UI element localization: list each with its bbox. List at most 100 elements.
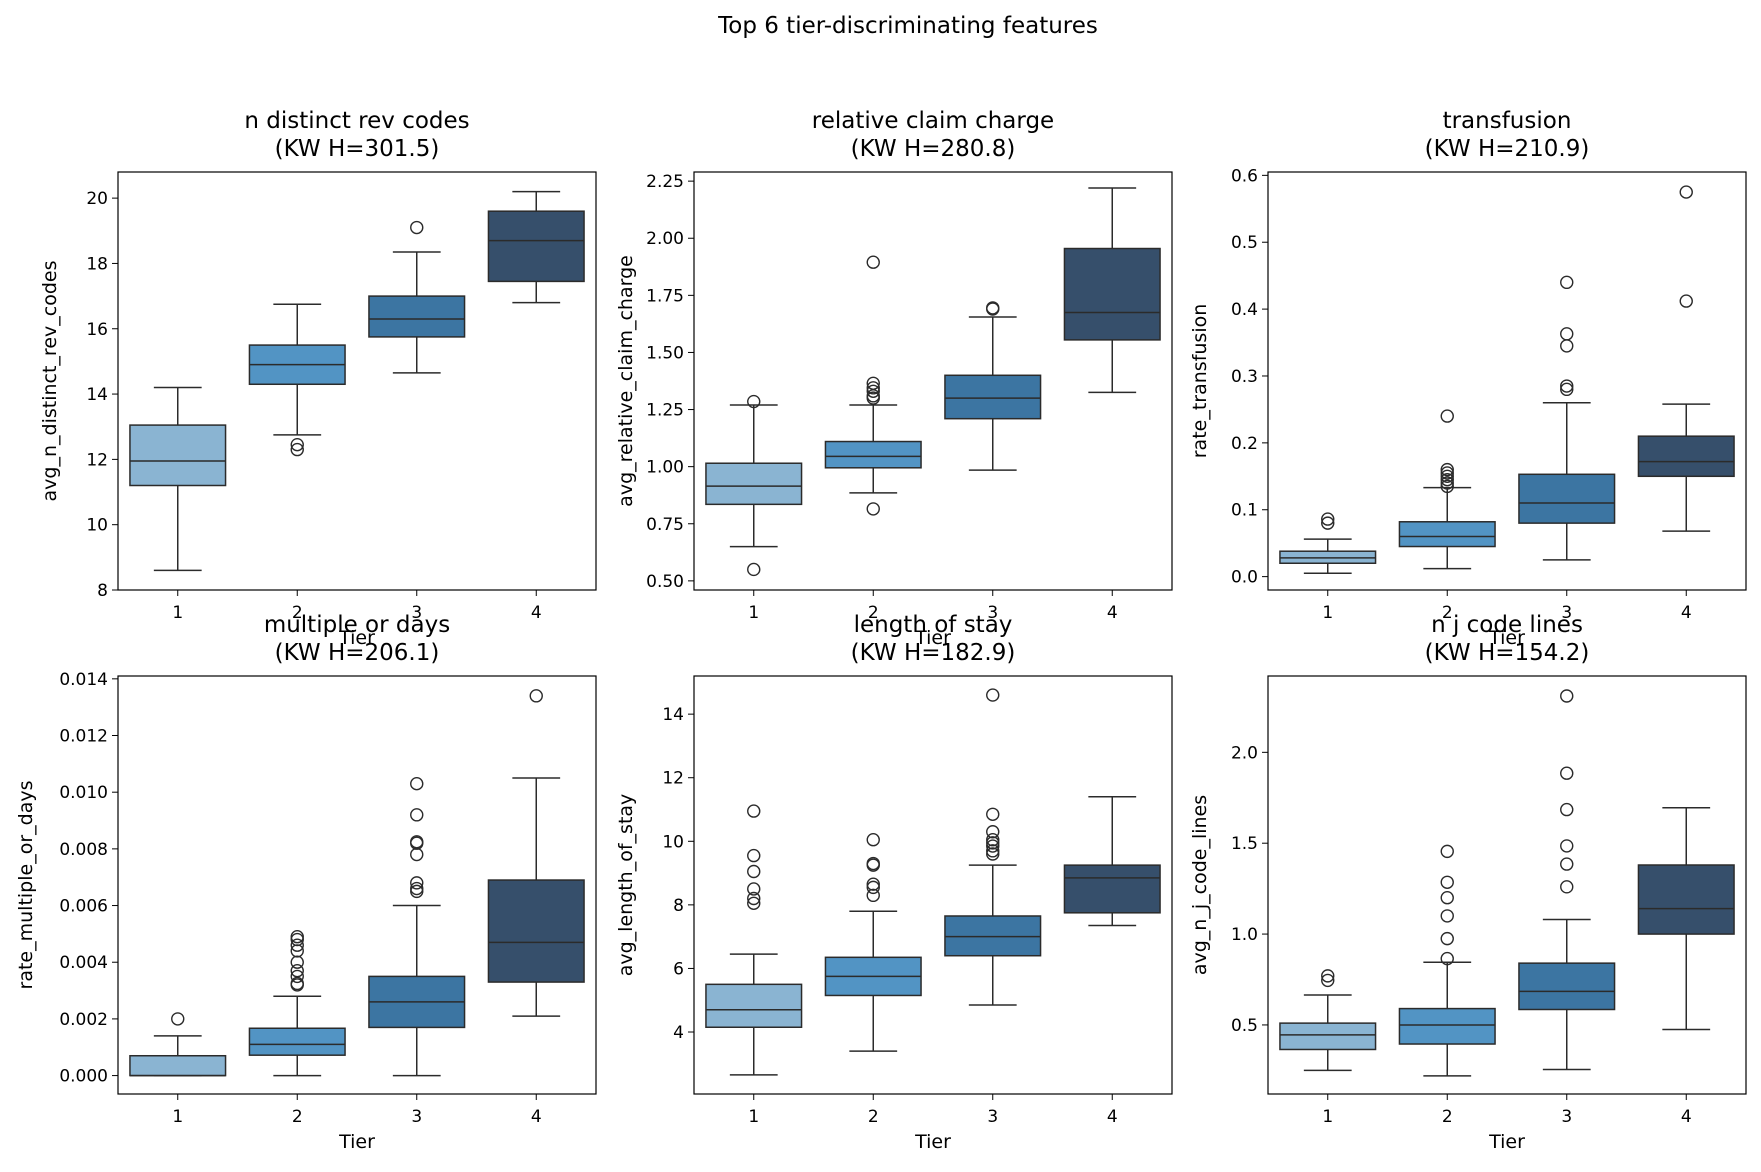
box-tier-2 — [248, 930, 346, 1077]
box-body — [1279, 1022, 1377, 1051]
outlier-point — [747, 891, 761, 906]
axes-frame — [693, 171, 1173, 591]
y-tick-label: 0.004 — [59, 953, 108, 973]
box-tier-1 — [129, 1012, 227, 1077]
outlier-point — [410, 876, 424, 890]
y-tick-label: 0.4 — [1231, 300, 1258, 320]
x-tick-label: 2 — [868, 603, 879, 623]
outlier-point — [986, 833, 1000, 847]
y-tick-label: 1.25 — [646, 401, 684, 421]
y-axis-label: avg_n_distinct_rev_codes — [39, 261, 61, 502]
x-tick-label: 3 — [411, 1107, 422, 1127]
x-tick-label: 2 — [292, 603, 303, 623]
y-tick-label: 1.50 — [646, 343, 684, 363]
panel-subtitle: (KW H=206.1) — [275, 640, 440, 666]
x-tick-label: 2 — [292, 1107, 303, 1127]
outlier-point — [1679, 185, 1693, 199]
outlier-point — [866, 856, 880, 871]
outlier-point — [1440, 875, 1454, 889]
box-body — [1398, 521, 1496, 548]
axes-frame — [693, 675, 1173, 1095]
outlier-point — [866, 888, 880, 903]
x-tick-label: 2 — [868, 1107, 879, 1127]
outlier-point — [1440, 476, 1454, 490]
outlier-point — [986, 836, 1000, 850]
box-tier-3 — [368, 220, 466, 374]
box-body — [1637, 435, 1735, 478]
x-tick-label: 4 — [531, 1107, 542, 1127]
y-tick-label: 0.3 — [1231, 367, 1258, 387]
y-tick-label: 10 — [86, 516, 108, 536]
y-tick-label: 1.75 — [646, 286, 684, 306]
outlier-point — [986, 807, 1000, 821]
chart-panel-1: n distinct rev codes(KW H=301.5)81012141… — [39, 108, 597, 649]
box-tier-2 — [824, 255, 922, 516]
panel-subtitle: (KW H=210.9) — [1425, 136, 1590, 162]
y-axis-label: rate_multiple_or_days — [15, 781, 37, 990]
outlier-point — [290, 969, 304, 984]
outlier-point — [1440, 891, 1454, 905]
outlier-point — [747, 864, 761, 879]
x-axis-label: Tier — [1488, 1131, 1525, 1153]
outlier-point — [986, 301, 1000, 315]
box-body — [129, 424, 227, 487]
x-tick-label: 4 — [531, 603, 542, 623]
panel-title: length of stay — [854, 612, 1013, 638]
y-tick-label: 12 — [86, 450, 108, 470]
box-tier-1 — [1279, 969, 1377, 1072]
box-tier-1 — [1279, 512, 1377, 575]
axes-frame — [1267, 675, 1747, 1095]
outlier-point — [866, 880, 880, 895]
y-tick-label: 0.006 — [59, 897, 108, 917]
panel-subtitle: (KW H=301.5) — [275, 136, 440, 162]
outlier-point — [747, 562, 761, 577]
box-body — [944, 915, 1042, 957]
outlier-point — [747, 848, 761, 863]
y-tick-label: 0.50 — [646, 572, 684, 592]
box-body — [824, 440, 922, 469]
outlier-point — [986, 825, 1000, 839]
y-tick-label: 2.0 — [1231, 743, 1258, 763]
y-tick-label: 0.0 — [1231, 568, 1258, 588]
y-tick-label: 8 — [97, 581, 108, 601]
box-body — [129, 1054, 227, 1077]
box-tier-4 — [487, 190, 585, 304]
y-tick-label: 0.000 — [59, 1067, 108, 1087]
outlier-point — [1321, 969, 1335, 983]
outlier-point — [866, 877, 880, 891]
y-tick-label: 14 — [662, 705, 684, 725]
y-axis-label: avg_relative_claim_charge — [615, 255, 637, 507]
subplot-grid: n distinct rev codes(KW H=301.5)81012141… — [15, 108, 1747, 1153]
box-tier-3 — [368, 776, 466, 1077]
box-tier-3 — [944, 301, 1042, 471]
x-tick-label: 4 — [1681, 1107, 1692, 1127]
outlier-point — [1560, 857, 1574, 871]
y-tick-label: 1.0 — [1231, 925, 1258, 945]
x-tick-label: 4 — [1107, 1107, 1118, 1127]
outlier-point — [290, 437, 304, 452]
panel-title: multiple or days — [264, 612, 450, 638]
y-tick-label: 0.008 — [59, 840, 108, 860]
y-tick-label: 2.25 — [646, 172, 684, 192]
y-tick-label: 12 — [662, 769, 684, 789]
outlier-point — [410, 881, 424, 896]
box-tier-3 — [1518, 689, 1616, 1071]
box-tier-2 — [1398, 844, 1496, 1077]
outlier-point — [747, 394, 761, 409]
box-body — [487, 210, 585, 283]
box-tier-4 — [1637, 185, 1735, 532]
y-tick-label: 1.00 — [646, 458, 684, 478]
x-axis-label: Tier — [914, 627, 951, 649]
x-tick-label: 3 — [987, 603, 998, 623]
y-tick-label: 8 — [673, 896, 684, 916]
box-body — [705, 983, 803, 1028]
outlier-point — [1440, 951, 1454, 966]
box-body — [1518, 473, 1616, 524]
panel-title: relative claim charge — [812, 108, 1054, 134]
x-tick-label: 4 — [1107, 603, 1118, 623]
chart-panel-6: n j code lines(KW H=154.2) 0.5 1.0 1.5 2.0 1 2… — [1189, 612, 1747, 1153]
x-tick-label: 1 — [1322, 603, 1333, 623]
box-body — [248, 1027, 346, 1056]
x-axis-label: Tier — [338, 627, 375, 649]
